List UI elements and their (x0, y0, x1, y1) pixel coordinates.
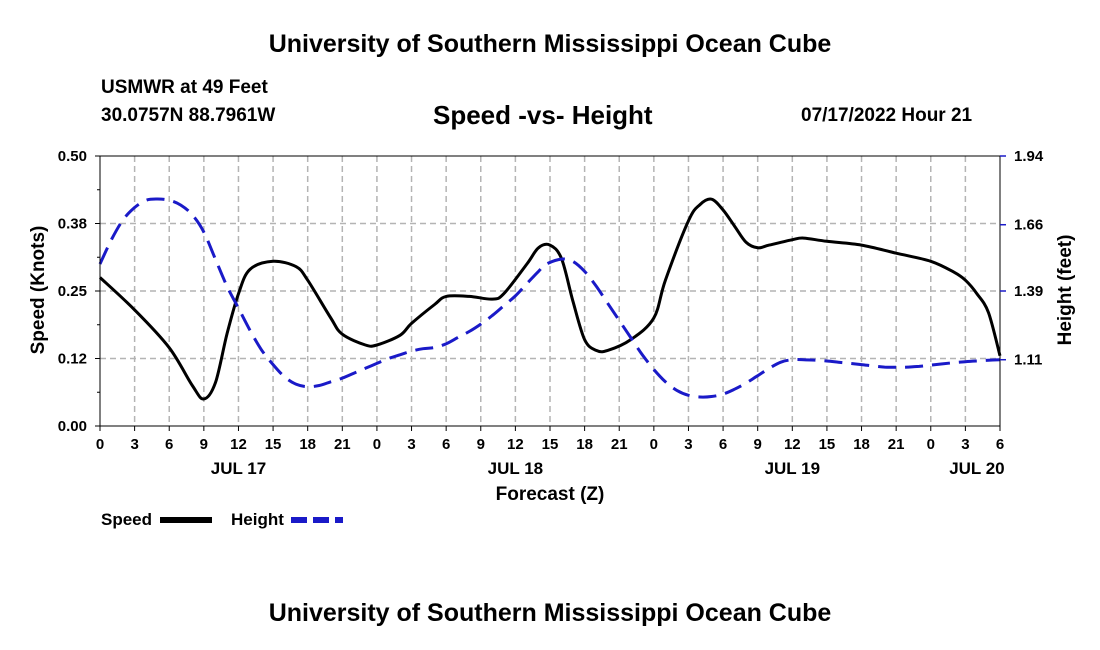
x-tick-label: 9 (754, 436, 762, 453)
x-tick-label: 3 (684, 436, 692, 453)
x-tick-label: 15 (542, 436, 559, 453)
x-tick-label: 3 (961, 436, 969, 453)
y2-tick-label: 1.94 (1014, 148, 1044, 165)
x-tick-label: 0 (650, 436, 658, 453)
series-lines (98, 197, 1002, 401)
y2-tick-label: 1.11 (1014, 352, 1042, 369)
y-tick-label: 0.50 (58, 148, 87, 165)
y-tick-label: 0.12 (58, 351, 87, 368)
x-tick-label: 0 (927, 436, 935, 453)
station-label: USMWR at 49 Feet (101, 77, 268, 98)
x-date-label: JUL 18 (488, 459, 543, 478)
y-tick-label: 0.00 (58, 418, 87, 435)
grid (100, 156, 1000, 426)
x-date-label: JUL 20 (949, 459, 1004, 478)
legend: Speed Height (101, 510, 343, 529)
x-tick-label: 15 (265, 436, 282, 453)
x-tick-label: 18 (853, 436, 870, 453)
y2-tick-label: 1.39 (1014, 283, 1043, 300)
legend-label-height: Height (231, 510, 284, 529)
axes: 0 3 6 9 12 15 18 21 0 3 6 9 12 15 18 21 0 3 6 9 12 15 18 21 0 3 6 0… (58, 148, 1044, 478)
x-tick-label: 3 (407, 436, 415, 453)
series-line-height (98, 197, 1001, 399)
forecast-datetime: 07/17/2022 Hour 21 (801, 105, 973, 126)
y-tick-label: 0.25 (58, 283, 87, 300)
x-date-label: JUL 19 (765, 459, 820, 478)
station-coordinates: 30.0757N 88.7961W (101, 105, 276, 126)
x-tick-label: 15 (819, 436, 836, 453)
x-tick-label: 12 (230, 436, 247, 453)
x-tick-label: 21 (888, 436, 905, 453)
x-tick-label: 18 (299, 436, 316, 453)
x-tick-label: 3 (130, 436, 138, 453)
x-tick-label: 18 (576, 436, 593, 453)
x-tick-label: 6 (719, 436, 727, 453)
chart-subtitle: Speed -vs- Height (433, 100, 653, 130)
x-tick-label: 9 (200, 436, 208, 453)
y2-axis-label: Height (feet) (1055, 235, 1076, 346)
x-date-label: JUL 17 (211, 459, 266, 478)
x-tick-label: 21 (611, 436, 628, 453)
x-tick-label: 6 (996, 436, 1004, 453)
x-tick-label: 21 (334, 436, 351, 453)
x-tick-label: 6 (442, 436, 450, 453)
chart-title: University of Southern Mississippi Ocean… (268, 30, 832, 58)
x-tick-label: 12 (507, 436, 524, 453)
x-tick-label: 0 (373, 436, 381, 453)
legend-label-speed: Speed (101, 510, 152, 529)
y2-tick-label: 1.66 (1014, 217, 1043, 234)
x-tick-label: 6 (165, 436, 173, 453)
x-axis-label: Forecast (Z) (496, 484, 605, 505)
x-tick-label: 0 (96, 436, 104, 453)
y-axis-label: Speed (Knots) (28, 226, 49, 355)
x-tick-label: 9 (477, 436, 485, 453)
x-tick-label: 12 (784, 436, 801, 453)
footer-title: University of Southern Mississippi Ocean… (268, 599, 832, 627)
y-tick-label: 0.38 (58, 216, 87, 233)
